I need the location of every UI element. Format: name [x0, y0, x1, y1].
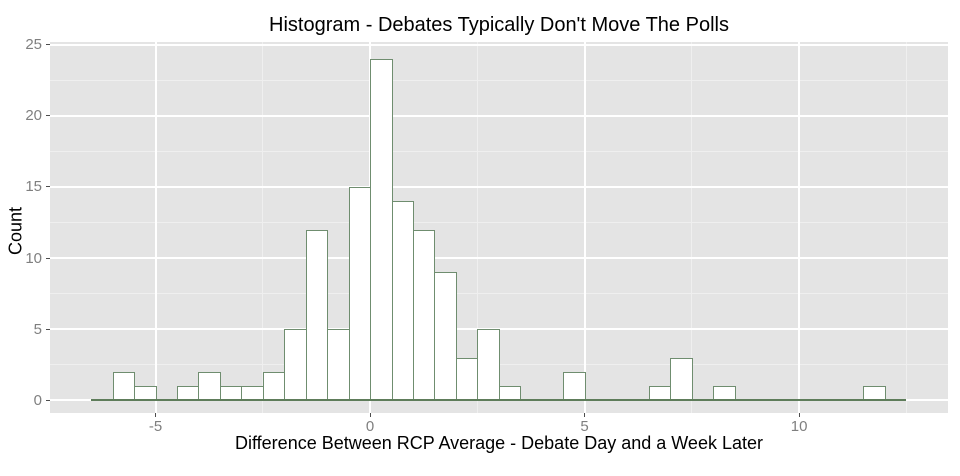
histogram-baseline	[91, 399, 907, 402]
x-tick-label: 0	[365, 418, 375, 435]
y-axis-tick	[46, 328, 50, 330]
x-tick-label: 10	[790, 418, 808, 435]
gridline-major-vertical	[798, 42, 801, 413]
gridline-minor-vertical	[262, 42, 264, 413]
x-axis-tick	[584, 413, 586, 417]
gridline-major-horizontal	[50, 43, 948, 46]
histogram-bar	[370, 59, 393, 401]
histogram-bar	[198, 371, 221, 401]
histogram-bar	[863, 385, 886, 401]
histogram-bar	[713, 385, 736, 401]
histogram-bar	[327, 329, 350, 401]
gridline-minor-vertical	[691, 42, 693, 413]
y-tick-label: 20	[25, 107, 42, 125]
gridline-minor-horizontal	[50, 150, 948, 152]
y-axis-tick	[46, 115, 50, 117]
x-tick-label: 5	[580, 418, 589, 435]
y-axis-tick	[46, 44, 50, 46]
y-tick-label: 10	[25, 249, 42, 267]
histogram-bar	[134, 385, 157, 401]
chart-title: Histogram - Debates Typically Don't Move…	[269, 14, 729, 36]
y-tick-label: 25	[25, 36, 42, 54]
gridline-major-horizontal	[50, 185, 948, 188]
histogram-bar	[305, 229, 329, 401]
histogram-bar	[176, 385, 200, 401]
histogram-bar	[348, 186, 372, 401]
gridline-minor-horizontal	[50, 293, 948, 295]
y-axis-tick	[46, 257, 50, 259]
histogram-bar	[284, 329, 307, 401]
histogram-bar	[477, 329, 500, 401]
y-axis-title: Count	[5, 206, 26, 256]
histogram-bar	[455, 357, 479, 401]
gridline-major-horizontal	[50, 114, 948, 117]
y-tick-label: 0	[33, 391, 42, 409]
gridline-minor-horizontal	[50, 79, 948, 81]
y-tick-label: 15	[25, 178, 42, 196]
histogram-bar	[219, 385, 243, 401]
x-axis-title: Difference Between RCP Average - Debate …	[235, 433, 763, 453]
x-axis-tick	[155, 413, 157, 417]
gridline-major-vertical	[154, 42, 157, 413]
x-axis-tick	[369, 413, 371, 417]
y-axis-tick	[46, 186, 50, 188]
x-tick-label: -5	[148, 418, 163, 435]
x-axis-tick	[798, 413, 800, 417]
histogram-bar	[262, 371, 286, 401]
histogram-bar	[670, 357, 693, 401]
gridline-major-vertical	[583, 42, 586, 413]
gridline-minor-vertical	[476, 42, 478, 413]
histogram-bar	[563, 371, 586, 401]
histogram-bar	[648, 385, 672, 401]
gridline-minor-vertical	[905, 42, 907, 413]
histogram-bar	[434, 272, 457, 401]
y-tick-label: 5	[33, 320, 42, 338]
gridline-minor-horizontal	[50, 222, 948, 224]
y-axis-tick	[46, 399, 50, 401]
gridline-major-horizontal	[50, 257, 948, 260]
histogram-bar	[241, 385, 264, 401]
histogram-bar	[412, 229, 436, 401]
histogram-bar	[391, 201, 414, 401]
histogram-bar	[498, 385, 522, 401]
histogram-bar	[112, 371, 136, 401]
